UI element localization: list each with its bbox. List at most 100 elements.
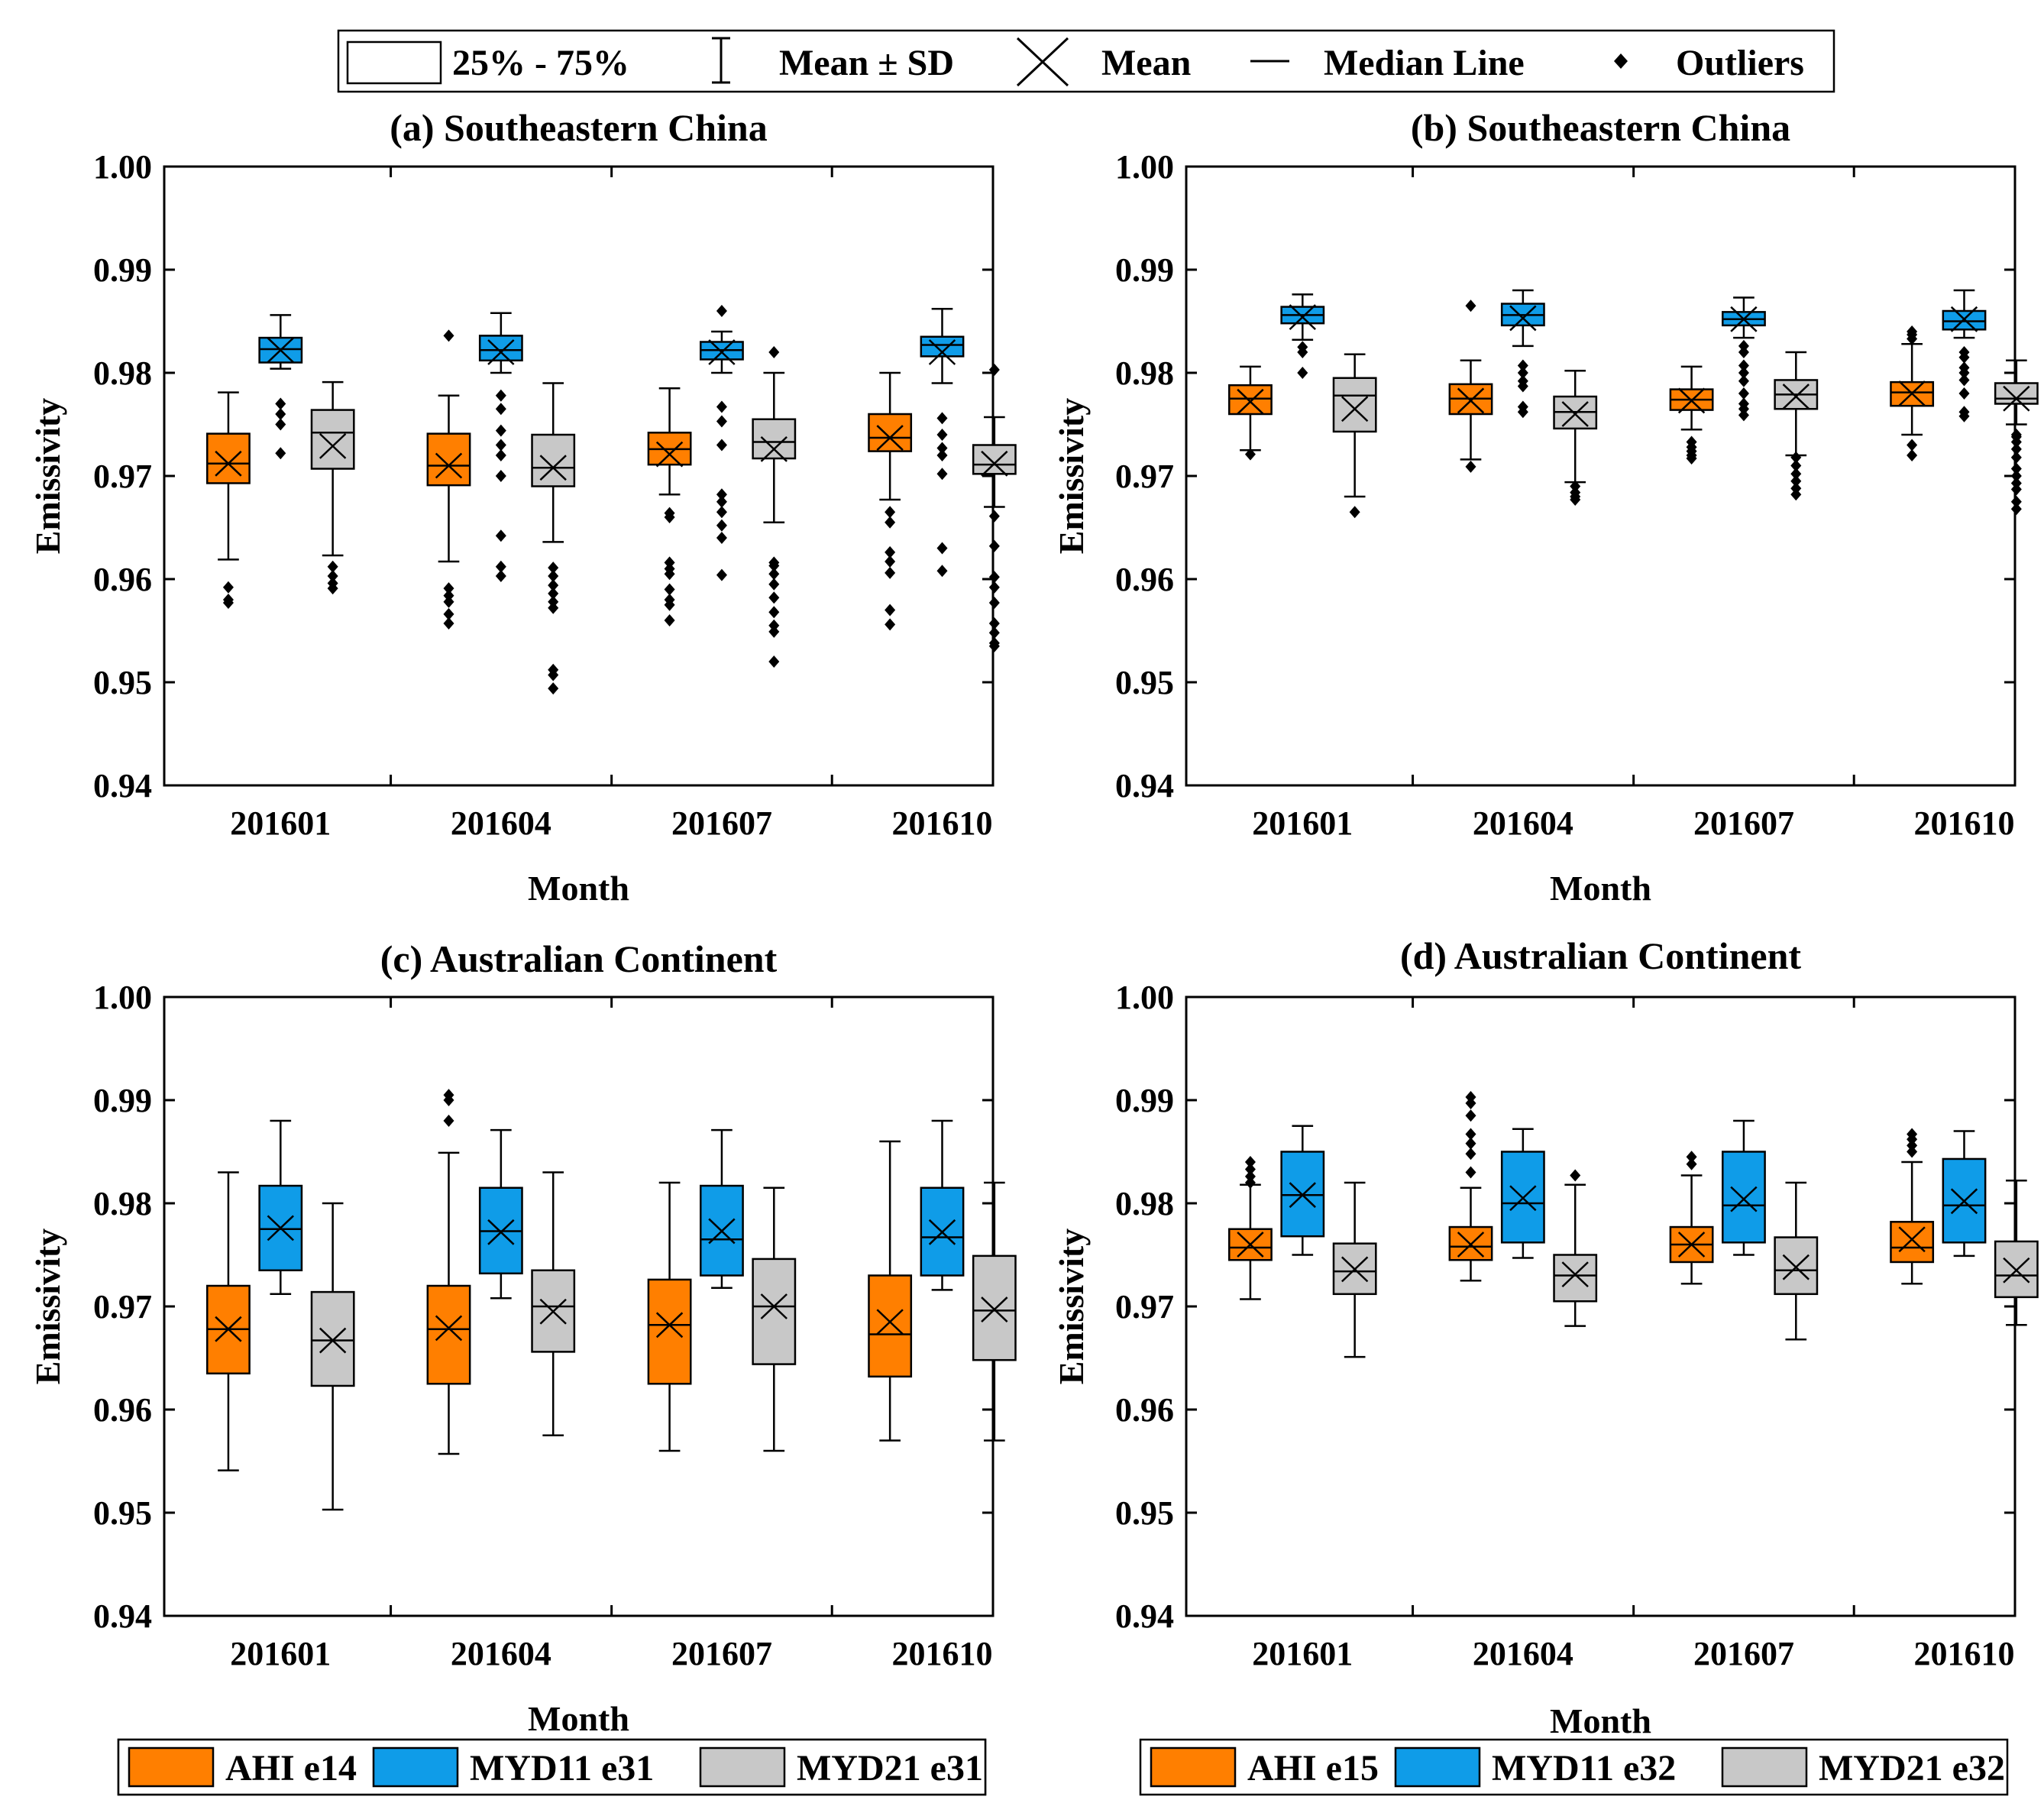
legend-outliers-label: Outliers (1676, 43, 1804, 83)
outlier-point (1517, 367, 1528, 379)
y-tick-label: 0.99 (93, 1082, 152, 1119)
series-legend-frame (117, 1738, 987, 1796)
mean-marker-b (1237, 1232, 1264, 1258)
legend-label-ahi: AHI e14 (225, 1748, 357, 1788)
outlier-point (885, 516, 896, 529)
mean-marker-b (487, 339, 515, 365)
outlier-point (495, 403, 506, 416)
box-myd21-201604 (1553, 370, 1598, 507)
x-tick-label: 201607 (671, 804, 772, 842)
outlier-point (275, 418, 286, 431)
outlier-point (988, 597, 1000, 610)
outlier-point (2010, 442, 2022, 455)
outlier-point (1738, 374, 1749, 387)
outlier-point (1686, 452, 1697, 465)
mean-marker-b (435, 452, 463, 479)
y-axis-label: Emissivity (28, 1228, 67, 1384)
iqr-box (647, 1278, 692, 1385)
y-tick-label: 0.96 (93, 1391, 152, 1429)
mean-marker-b (1561, 1261, 1589, 1288)
outlier-point (768, 568, 780, 581)
outlier-point (664, 511, 675, 523)
y-tick-label: 0.96 (1115, 561, 1174, 598)
outlier-point (1907, 439, 1918, 452)
outlier-point (1738, 367, 1749, 379)
box-myd21-201607 (752, 1186, 797, 1452)
outlier-point (495, 439, 506, 452)
outlier-point (1907, 332, 1918, 345)
outlier-point (885, 545, 896, 558)
outlier-point (1517, 359, 1528, 372)
outlier-point (1738, 346, 1749, 358)
mean-marker-b (1457, 1232, 1485, 1258)
y-tick-label: 0.95 (93, 664, 152, 701)
series-legend-d: AHI e15 MYD11 e32 MYD21 e32 (1139, 1738, 2009, 1796)
box-myd11-201604 (1500, 1128, 1545, 1259)
outlier-point (222, 597, 234, 610)
outlier-point (2010, 503, 2022, 516)
outlier-point (988, 581, 1000, 594)
outlier-point (495, 560, 506, 573)
series-legend-c: AHI e14 MYD11 e31 MYD21 e31 (117, 1738, 987, 1796)
outlier-point (495, 470, 506, 482)
outlier-point (768, 619, 780, 632)
outlier-point (1465, 1109, 1476, 1122)
outlier-point (548, 587, 559, 600)
x-tick-label: 201604 (451, 804, 551, 842)
outlier-point (443, 329, 454, 342)
box-myd11-201607 (700, 305, 744, 581)
mean-marker-b (1341, 1256, 1369, 1283)
outlier-point (2010, 470, 2022, 482)
legend-median-label: Median Line (1324, 43, 1525, 83)
outlier-point (495, 529, 506, 542)
x-tick-label: 201601 (230, 804, 331, 842)
outlier-point (1958, 367, 1970, 379)
y-tick-label: 0.95 (1115, 664, 1174, 701)
outlier-point (2010, 451, 2022, 464)
outlier-point (1244, 1156, 1256, 1168)
y-tick-label: 0.99 (1115, 251, 1174, 289)
mean-marker-b (760, 1293, 788, 1319)
mean-marker-b (1730, 1186, 1758, 1212)
mean-marker-b (2003, 385, 2030, 412)
outlier-point (988, 363, 1000, 376)
mean-marker-b (2003, 1257, 2030, 1284)
outlier-point (1244, 448, 1256, 461)
box-myd21-201610 (1994, 359, 2039, 516)
outlier-point (548, 601, 559, 614)
outlier-point (1465, 1166, 1476, 1179)
outlier-point (716, 568, 727, 581)
box-myd21-201607 (1774, 1181, 1819, 1341)
y-tick-label: 0.99 (1115, 1082, 1174, 1119)
y-tick-label: 0.97 (93, 458, 152, 495)
outlier-point (936, 449, 948, 461)
outlier-point (548, 682, 559, 695)
outlier-point (495, 389, 506, 402)
outlier-point (1907, 1133, 1918, 1146)
outlier-point (1907, 1139, 1918, 1152)
box-myd11-201601 (1280, 1125, 1325, 1256)
outlier-point (1465, 299, 1476, 312)
outlier-point (443, 607, 454, 620)
outlier-point (1517, 406, 1528, 419)
mean-marker-b (215, 1316, 242, 1342)
outlier-point (936, 412, 948, 425)
box-ahi-201610 (868, 371, 913, 631)
box-ahi-201601 (206, 391, 251, 610)
legend-box-label: 25% - 75% (452, 43, 629, 83)
iqr-box (1994, 382, 2039, 405)
legend-sd-symbol (712, 37, 730, 84)
box-myd11-201607 (700, 1128, 744, 1289)
outlier-point (936, 468, 948, 481)
y-tick-label: 1.00 (1115, 148, 1174, 186)
outlier-point (716, 532, 727, 544)
x-tick-label: 201604 (1473, 804, 1573, 842)
outlier-point (1517, 380, 1528, 393)
outlier-point (1570, 494, 1581, 507)
outlier-point (1297, 367, 1308, 379)
outlier-point (664, 583, 675, 596)
mean-marker-b (1950, 306, 1978, 332)
y-tick-label: 0.98 (93, 354, 152, 392)
legend-swatch-myd21 (699, 1746, 786, 1788)
x-tick-label: 201601 (1252, 1635, 1353, 1672)
